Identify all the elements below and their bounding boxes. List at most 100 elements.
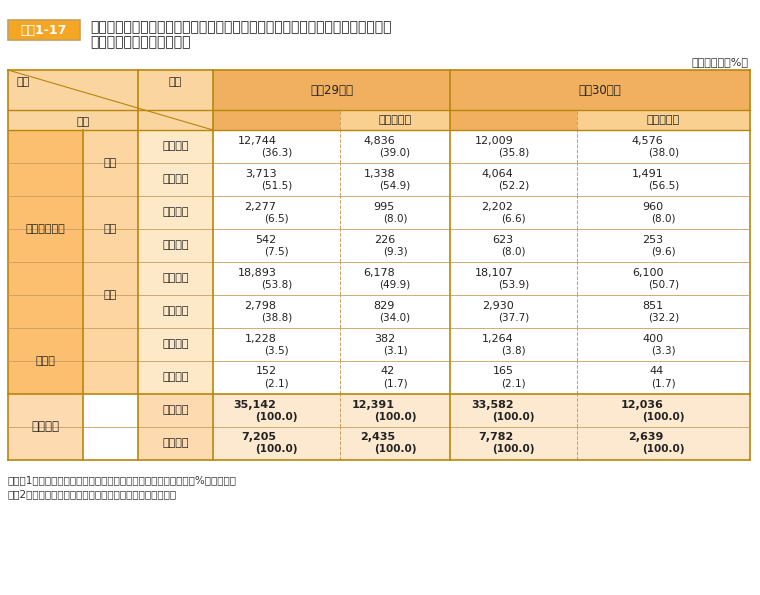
Text: 平成30年度: 平成30年度 [578,83,622,96]
Text: (100.0): (100.0) [492,412,535,421]
Text: (8.0): (8.0) [502,246,526,256]
Bar [213,229,750,262]
Text: 995: 995 [374,202,395,211]
Bar [138,196,213,229]
Text: 合格者数: 合格者数 [162,174,188,184]
FancyBboxPatch shape [8,20,80,40]
Text: (7.5): (7.5) [264,246,289,256]
Text: 6,178: 6,178 [363,268,395,277]
Text: 3,713: 3,713 [245,168,277,178]
Text: 165: 165 [492,367,514,377]
Bar [138,163,213,196]
Text: 2,277: 2,277 [245,202,277,211]
Text: 申込者数: 申込者数 [162,208,188,218]
Text: (53.8): (53.8) [261,280,292,290]
Bar [138,130,213,163]
Text: 4,576: 4,576 [632,136,663,146]
Text: 44: 44 [649,367,663,377]
Bar [213,262,750,295]
Text: (100.0): (100.0) [374,412,416,421]
Text: 829: 829 [374,300,395,311]
Text: 400: 400 [642,334,663,343]
Text: (9.6): (9.6) [651,246,676,256]
Bar [138,229,213,262]
Text: (38.8): (38.8) [261,312,292,322]
Text: (54.9): (54.9) [379,180,410,190]
Text: (53.9): (53.9) [498,280,529,290]
Text: うち女性数: うち女性数 [378,115,412,125]
Text: 2,798: 2,798 [245,300,277,311]
Text: （単位：人、%）: （単位：人、%） [691,57,748,67]
Text: (9.3): (9.3) [383,246,407,256]
Text: 12,036: 12,036 [621,399,663,409]
Text: 35,142: 35,142 [233,399,277,409]
Bar [83,130,138,196]
Text: 226: 226 [374,234,395,245]
Text: (32.2): (32.2) [648,312,679,322]
Bar [83,196,138,262]
Text: 12,009: 12,009 [475,136,514,146]
Text: (1.7): (1.7) [383,378,407,389]
Text: (6.5): (6.5) [264,214,289,224]
Text: その他: その他 [36,356,55,366]
Text: (38.0): (38.0) [648,148,679,158]
Bar [8,394,83,460]
Text: 1,228: 1,228 [245,334,277,343]
Text: (100.0): (100.0) [374,444,416,455]
Bar [138,328,213,361]
Text: 6,100: 6,100 [632,268,663,277]
Bar [138,394,213,427]
Bar [213,295,750,328]
Text: 平成29年度: 平成29年度 [310,83,353,96]
Text: 623: 623 [492,234,514,245]
Text: 1,264: 1,264 [482,334,514,343]
Text: (3.3): (3.3) [651,346,676,355]
Text: 4,836: 4,836 [363,136,395,146]
Text: 2,435: 2,435 [360,433,395,443]
Bar [8,130,83,328]
Text: 382: 382 [374,334,395,343]
Text: (39.0): (39.0) [379,148,410,158]
Text: (100.0): (100.0) [492,444,535,455]
Text: (3.5): (3.5) [264,346,289,355]
Text: (100.0): (100.0) [255,412,298,421]
Text: (2.1): (2.1) [264,378,289,389]
Text: 2　「その他」は、短大・高専、外国の大学等である。: 2 「その他」は、短大・高専、外国の大学等である。 [8,489,177,499]
Text: 851: 851 [642,300,663,311]
Text: (36.3): (36.3) [261,148,292,158]
Text: 公立: 公立 [104,224,117,234]
Bar [213,394,750,427]
Text: 年度: 年度 [169,77,182,87]
Text: 7,782: 7,782 [478,433,514,443]
Text: 4,064: 4,064 [482,168,514,178]
Text: 960: 960 [642,202,663,211]
Bar [213,196,750,229]
Text: (8.0): (8.0) [651,214,676,224]
Text: 18,107: 18,107 [475,268,514,277]
Text: 18,893: 18,893 [238,268,277,277]
Bar [450,110,750,130]
Bar [138,295,213,328]
Text: 項目: 項目 [76,117,90,127]
Text: 2,639: 2,639 [628,433,663,443]
Text: (8.0): (8.0) [383,214,407,224]
Text: 合格者数: 合格者数 [162,439,188,449]
Bar [340,110,450,130]
Text: 資料1-17: 資料1-17 [21,23,67,36]
Text: うち女性数: うち女性数 [647,115,680,125]
Text: 合格者数: 合格者数 [162,306,188,317]
Bar [213,70,750,110]
Bar [213,130,750,163]
Text: 1,491: 1,491 [632,168,663,178]
Text: 12,391: 12,391 [352,399,395,409]
Text: 542: 542 [255,234,277,245]
Bar [213,163,750,196]
Text: 申込者数: 申込者数 [162,406,188,415]
Text: 院）別申込者数・合格者数: 院）別申込者数・合格者数 [90,35,191,49]
Text: 253: 253 [642,234,663,245]
Text: (100.0): (100.0) [642,444,685,455]
Text: 7,205: 7,205 [242,433,277,443]
Text: (100.0): (100.0) [642,412,685,421]
Text: 申込者数: 申込者数 [162,142,188,152]
Text: (51.5): (51.5) [261,180,292,190]
